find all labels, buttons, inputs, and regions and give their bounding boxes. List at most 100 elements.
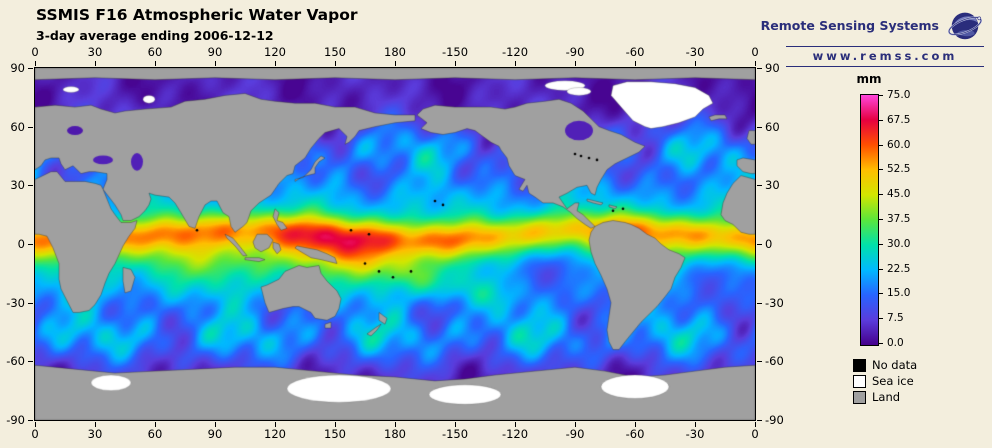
colorbar-tick-label: 30.0	[887, 237, 911, 250]
axis-tick	[215, 61, 216, 66]
axis-tick-label: -30	[685, 427, 705, 441]
axis-tick-label: 60	[147, 45, 163, 59]
axis-tick-label: 90	[10, 61, 25, 75]
axis-tick-label: 150	[324, 427, 346, 441]
axis-tick	[155, 61, 156, 66]
axis-tick-label: -90	[765, 413, 784, 427]
axis-tick	[155, 422, 156, 427]
axis-tick-label: -30	[685, 45, 705, 59]
axis-tick	[35, 61, 36, 66]
axis-tick-label: -30	[6, 295, 25, 310]
axis-tick	[575, 422, 576, 427]
colorbar-tick	[879, 318, 883, 320]
axis-tick	[757, 68, 762, 69]
axis-tick-label: -90	[6, 413, 25, 427]
colorbar-tick-label: 52.5	[887, 163, 911, 176]
axis-tick-label: 30	[87, 45, 103, 59]
axis-tick-label: 90	[765, 61, 780, 75]
axis-tick	[695, 422, 696, 427]
colorbar-tick	[879, 169, 883, 171]
colorbar-ticks: 75.0 67.5 60.0 52.5 45.0 37.5 30.0 22.5 15.0 7.5 0…	[879, 89, 939, 349]
colorbar-tick	[879, 119, 883, 121]
axis-tick-label: 60	[765, 119, 780, 134]
page-subtitle: 3-day average ending 2006-12-12	[36, 28, 274, 43]
axis-tick-label: 0	[765, 237, 773, 251]
axis-tick-label: 90	[207, 45, 223, 59]
axis-tick	[455, 61, 456, 66]
land-swatch	[853, 390, 866, 404]
axis-tick-label: 120	[264, 427, 286, 441]
sea-ice-swatch	[853, 374, 866, 388]
axis-tick	[455, 422, 456, 427]
axis-tick-label: 180	[384, 427, 406, 441]
axis-tick-label: -120	[501, 45, 529, 59]
colorbar-unit-label: mm	[856, 72, 882, 86]
colorbar-tick	[879, 219, 883, 220]
colorbar-tick-label: 7.5	[887, 312, 904, 325]
axis-tick-label: -30	[765, 295, 784, 310]
axis-tick-label: 30	[87, 427, 103, 441]
axis-tick-label: 0	[751, 427, 759, 441]
colorbar-tick-label: 0.0	[887, 337, 904, 349]
colorbar	[860, 94, 879, 346]
axis-tick	[28, 68, 33, 69]
colorbar-tick-label: 67.5	[887, 113, 911, 126]
legend-item-no-data: No data	[853, 357, 917, 373]
axis-tick-label: 30	[765, 178, 780, 193]
colorbar-tick	[879, 144, 883, 146]
axis-tick	[95, 422, 96, 427]
axis-tick	[275, 422, 276, 427]
remss-globe-logo	[946, 6, 984, 44]
axis-tick	[755, 61, 756, 66]
colorbar-tick	[879, 95, 883, 96]
legend-item-sea-ice: Sea ice	[853, 373, 917, 389]
brand-url-link[interactable]: www.remss.com	[786, 46, 984, 67]
no-data-swatch	[853, 358, 866, 372]
axis-tick-label: 0	[751, 45, 759, 59]
axis-tick	[635, 422, 636, 427]
axis-tick-label: 120	[264, 45, 286, 59]
axis-tick	[635, 61, 636, 66]
axis-tick	[28, 361, 33, 363]
world-water-vapor-map	[35, 68, 755, 420]
axis-tick-label: -150	[441, 427, 469, 441]
axis-tick-label: 60	[10, 119, 25, 134]
axis-tick	[35, 422, 36, 427]
axis-tick	[395, 61, 396, 66]
axis-tick-label: 0	[31, 427, 39, 441]
axis-tick-label: -60	[625, 427, 645, 441]
colorbar-tick-label: 15.0	[887, 287, 911, 300]
colorbar-tick	[879, 243, 883, 245]
page-title: SSMIS F16 Atmospheric Water Vapor	[36, 6, 358, 24]
axis-tick	[28, 126, 33, 128]
axis-tick	[275, 61, 276, 66]
axis-tick-label: -120	[501, 427, 529, 441]
axis-tick-label: -150	[441, 45, 469, 59]
colorbar-tick-label: 75.0	[887, 89, 911, 101]
axis-tick	[395, 422, 396, 427]
colorbar-tick	[879, 194, 883, 196]
axis-tick-label: 0	[17, 237, 25, 251]
branding: Remote Sensing Systems www.remss.com	[761, 6, 984, 67]
axis-tick	[515, 61, 516, 66]
axis-tick	[335, 422, 336, 427]
axis-tick	[757, 244, 762, 245]
axis-tick	[28, 420, 33, 421]
axis-tick	[757, 302, 762, 304]
axis-tick	[757, 420, 762, 421]
axis-tick	[335, 61, 336, 66]
axis-tick	[695, 61, 696, 66]
axis-tick	[515, 422, 516, 427]
axis-tick	[575, 61, 576, 66]
axis-tick	[757, 185, 762, 187]
axis-tick-label: 90	[207, 427, 223, 441]
axis-tick	[28, 302, 33, 304]
axis-tick-label: 180	[384, 45, 406, 59]
legend-label: No data	[872, 358, 918, 372]
axis-tick-label: 30	[10, 178, 25, 193]
brand-name: Remote Sensing Systems	[760, 17, 939, 33]
axis-tick	[95, 61, 96, 66]
axis-tick	[215, 422, 216, 427]
legend-label: Sea ice	[872, 374, 914, 388]
axis-tick	[28, 244, 33, 245]
